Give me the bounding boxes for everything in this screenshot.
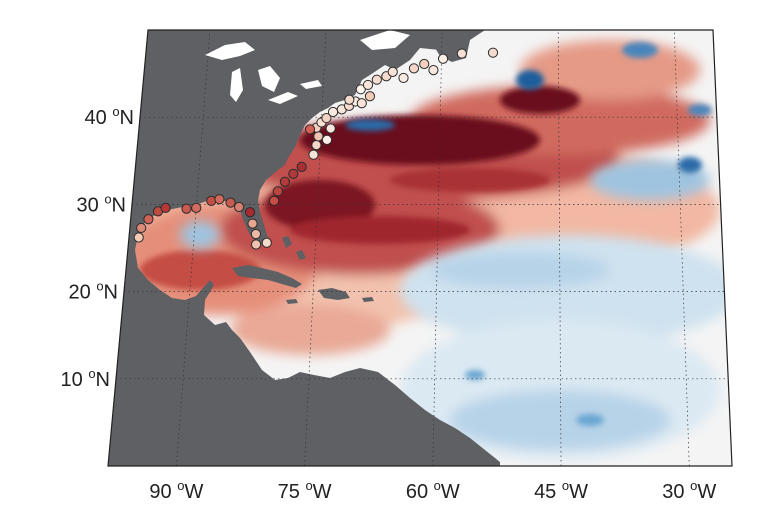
station-marker [311, 140, 322, 151]
station-marker [321, 134, 333, 145]
longitude-label: 60 oW [406, 478, 460, 503]
station-marker [304, 124, 316, 135]
station-marker [456, 48, 467, 59]
puerto-rico [362, 297, 374, 302]
longitude-label: 30 oW [662, 478, 716, 503]
station-marker [487, 47, 499, 58]
latitude-label: 30 oN [77, 191, 127, 216]
map-frame [107, 29, 733, 467]
station-marker [362, 79, 374, 91]
station-marker [419, 58, 430, 70]
strong-cool-field [345, 42, 712, 426]
graticule [116, 30, 729, 466]
bahamas [282, 236, 306, 260]
station-marker [356, 98, 367, 109]
station-marker [136, 222, 147, 234]
station-marker [344, 94, 355, 105]
jamaica [286, 299, 298, 304]
meridian-line [432, 30, 443, 466]
coastal-stations [133, 47, 499, 250]
longitude-labels: 90 oW 75 oW 60 oW 45 oW 30 oW [149, 478, 716, 503]
station-marker [143, 214, 154, 225]
station-marker [313, 131, 324, 142]
station-marker [279, 176, 290, 187]
lake-michigan [230, 68, 243, 102]
station-marker [214, 194, 225, 205]
station-marker [288, 168, 299, 179]
station-marker [437, 53, 449, 64]
meridian-line [304, 30, 327, 466]
latitude-label: 40 oN [85, 104, 135, 129]
lake-huron [258, 66, 280, 92]
station-marker [261, 237, 272, 248]
lake-erie [268, 92, 298, 104]
station-marker [308, 149, 319, 160]
station-marker [244, 207, 256, 218]
station-marker [296, 161, 307, 173]
station-marker [408, 63, 420, 74]
station-marker [325, 123, 336, 134]
land-masses [108, 30, 500, 466]
station-marker [133, 232, 144, 243]
meridian-line [557, 30, 562, 466]
station-marker [364, 91, 376, 102]
station-marker [247, 218, 258, 229]
station-marker [428, 65, 439, 76]
longitude-label: 75 oW [278, 478, 332, 503]
meridian-line [176, 30, 211, 466]
station-marker [233, 201, 245, 213]
lake-superior [205, 42, 255, 60]
station-marker [250, 228, 262, 240]
cuba [232, 265, 302, 288]
station-marker [321, 112, 332, 124]
lake-ontario [300, 80, 322, 89]
great-lakes [205, 30, 410, 104]
station-marker [225, 197, 236, 208]
station-marker [181, 203, 192, 214]
station-marker [398, 72, 409, 84]
longitude-label: 45 oW [534, 478, 588, 503]
station-marker [191, 202, 202, 213]
station-marker [160, 202, 171, 213]
station-marker [250, 239, 262, 250]
station-marker [269, 195, 280, 207]
station-marker [327, 106, 339, 118]
latitude-label: 20 oN [69, 279, 119, 304]
station-marker [371, 74, 382, 85]
station-marker [387, 66, 398, 77]
station-marker [272, 186, 283, 197]
longitude-label: 90 oW [149, 478, 203, 503]
st-lawrence-gulf [360, 30, 410, 50]
station-marker [206, 195, 217, 207]
meridian-line [673, 30, 690, 466]
latitude-labels: 40 oN 30 oN 20 oN 10 oN [61, 104, 135, 391]
latitude-label: 10 oN [61, 366, 111, 391]
cool-anomaly-field [180, 160, 732, 460]
hispaniola [318, 288, 350, 300]
south-america [260, 378, 498, 466]
